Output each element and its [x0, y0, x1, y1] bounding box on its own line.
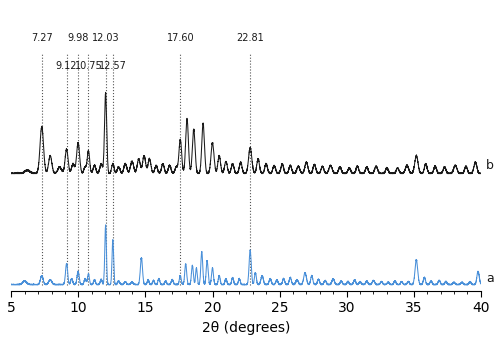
- Text: 22.81: 22.81: [236, 33, 264, 43]
- Text: 9.98: 9.98: [68, 33, 89, 43]
- Text: b: b: [486, 159, 494, 172]
- X-axis label: 2θ (degrees): 2θ (degrees): [202, 321, 290, 335]
- Text: 12.03: 12.03: [92, 33, 120, 43]
- Text: 9.12: 9.12: [56, 61, 78, 71]
- Text: a: a: [486, 272, 494, 285]
- Text: 10.75: 10.75: [74, 61, 102, 71]
- Text: 12.57: 12.57: [99, 61, 127, 71]
- Text: 7.27: 7.27: [31, 33, 52, 43]
- Text: 17.60: 17.60: [166, 33, 194, 43]
